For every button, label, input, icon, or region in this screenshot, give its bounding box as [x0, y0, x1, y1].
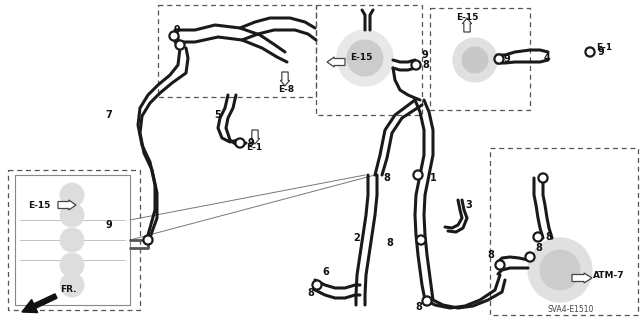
Polygon shape — [250, 130, 259, 144]
Bar — [490, 148, 638, 315]
Circle shape — [415, 172, 420, 178]
Text: 8: 8 — [422, 60, 429, 70]
Circle shape — [145, 237, 151, 243]
Circle shape — [525, 252, 535, 262]
Circle shape — [533, 232, 543, 242]
Text: SVA4-E1510: SVA4-E1510 — [548, 306, 595, 315]
Circle shape — [540, 250, 580, 290]
Bar — [430, 8, 530, 110]
Circle shape — [588, 49, 593, 55]
Circle shape — [422, 296, 432, 306]
Circle shape — [60, 183, 84, 207]
Circle shape — [496, 56, 502, 62]
Circle shape — [60, 273, 84, 297]
Circle shape — [175, 40, 185, 50]
Polygon shape — [280, 72, 289, 86]
Text: 9: 9 — [422, 50, 429, 60]
Circle shape — [411, 60, 421, 70]
Text: 3: 3 — [465, 200, 472, 210]
Text: 8: 8 — [383, 173, 390, 183]
Circle shape — [60, 253, 84, 277]
Circle shape — [235, 138, 245, 148]
Text: 8: 8 — [487, 250, 494, 260]
Text: 9: 9 — [597, 47, 604, 57]
Circle shape — [337, 30, 393, 86]
Circle shape — [237, 140, 243, 146]
Circle shape — [169, 31, 179, 41]
Circle shape — [60, 203, 84, 227]
Circle shape — [143, 235, 153, 245]
Text: 9: 9 — [503, 54, 509, 64]
Bar — [8, 170, 140, 310]
Circle shape — [424, 298, 429, 304]
Text: 9: 9 — [247, 138, 253, 148]
Circle shape — [495, 260, 505, 270]
Circle shape — [453, 38, 497, 82]
Circle shape — [497, 262, 503, 268]
Text: 8: 8 — [535, 243, 542, 253]
Circle shape — [416, 235, 426, 245]
Text: E-1: E-1 — [246, 144, 262, 152]
Polygon shape — [58, 200, 76, 210]
Text: 8: 8 — [307, 288, 314, 298]
Polygon shape — [463, 18, 472, 32]
Text: E-1: E-1 — [596, 43, 612, 53]
Text: 8: 8 — [386, 238, 393, 248]
Text: 9: 9 — [173, 25, 180, 35]
Text: 8: 8 — [545, 232, 552, 242]
Circle shape — [347, 40, 383, 76]
Circle shape — [419, 237, 424, 243]
Circle shape — [314, 282, 320, 288]
Text: 2: 2 — [353, 233, 360, 243]
Circle shape — [462, 47, 488, 73]
Text: 8: 8 — [415, 302, 422, 312]
Circle shape — [528, 238, 592, 302]
Text: E-15: E-15 — [456, 13, 478, 23]
Text: FR.: FR. — [60, 285, 77, 294]
Text: 4: 4 — [544, 53, 551, 63]
Text: 7: 7 — [105, 110, 112, 120]
Bar — [158, 5, 316, 97]
Text: 9: 9 — [105, 220, 112, 230]
Text: E-8: E-8 — [278, 85, 294, 94]
Circle shape — [494, 54, 504, 64]
Bar — [316, 5, 422, 115]
Circle shape — [172, 33, 177, 39]
Circle shape — [538, 173, 548, 183]
Text: 1: 1 — [430, 173, 436, 183]
Polygon shape — [572, 273, 592, 283]
Polygon shape — [327, 57, 345, 67]
Circle shape — [585, 47, 595, 57]
Circle shape — [413, 62, 419, 68]
Text: E-15: E-15 — [28, 201, 51, 210]
Circle shape — [413, 170, 423, 180]
Text: ATM-7: ATM-7 — [593, 271, 625, 279]
Polygon shape — [22, 294, 57, 313]
Circle shape — [60, 228, 84, 252]
Text: E-15: E-15 — [350, 54, 372, 63]
Circle shape — [540, 175, 546, 181]
Text: 6: 6 — [322, 267, 329, 277]
Circle shape — [527, 254, 532, 260]
Circle shape — [535, 234, 541, 240]
Text: 5: 5 — [214, 110, 221, 120]
Circle shape — [312, 280, 322, 290]
Circle shape — [177, 42, 183, 48]
